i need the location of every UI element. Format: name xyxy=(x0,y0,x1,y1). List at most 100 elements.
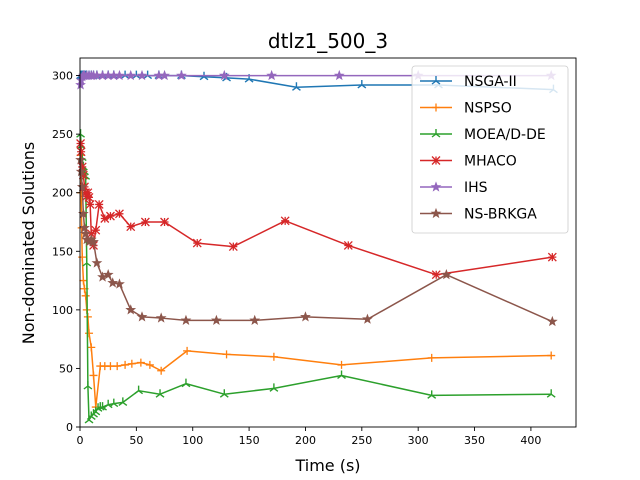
legend: NSGA-II NSPSO MOEA/D-DE MHACO IHS NS-BRKGA xyxy=(411,65,569,234)
data-point-moea-d-de xyxy=(269,383,279,392)
y-tick-label: 100 xyxy=(52,304,73,317)
data-point-ihs xyxy=(333,69,345,81)
data-point-nspso xyxy=(87,343,96,352)
data-point-nspso xyxy=(89,371,98,380)
legend-label-ns-brkga: NS-BRKGA xyxy=(464,207,537,223)
data-point-ns-brkga xyxy=(546,315,558,327)
data-point-mhaco xyxy=(76,139,86,148)
data-point-moea-d-de xyxy=(337,370,346,380)
data-point-nspso xyxy=(85,329,94,338)
data-point-nspso xyxy=(337,360,346,369)
data-point-mhaco xyxy=(105,211,115,221)
data-point-ns-brkga xyxy=(114,278,125,289)
legend-marker-ihs xyxy=(430,181,442,192)
data-point-ns-brkga xyxy=(155,312,167,323)
plot-series xyxy=(75,69,558,424)
data-point-ns-brkga xyxy=(76,181,88,192)
data-point-mhaco xyxy=(160,217,170,227)
data-point-nspso xyxy=(78,253,87,262)
data-point-nsga-ii xyxy=(357,79,367,89)
data-point-nspso xyxy=(427,353,436,362)
x-tick-label: 200 xyxy=(295,434,316,447)
legend-label-nsga-ii: NSGA-II xyxy=(464,74,517,90)
data-point-moea-d-de xyxy=(155,389,165,398)
legend-marker-moea-d-de xyxy=(431,129,441,138)
x-tick-label: 50 xyxy=(129,434,143,447)
data-point-ns-brkga xyxy=(80,228,92,239)
data-point-nspso xyxy=(136,358,145,367)
data-point-moea-d-de xyxy=(134,385,144,395)
data-point-nspso xyxy=(183,346,192,355)
data-point-ns-brkga xyxy=(211,314,222,325)
data-point-mhaco xyxy=(76,147,86,157)
data-point-ihs xyxy=(136,69,148,81)
data-point-ns-brkga xyxy=(88,236,99,247)
data-point-mhaco xyxy=(126,222,136,232)
data-point-mhaco xyxy=(114,209,124,219)
x-tick-label: 400 xyxy=(520,434,541,447)
y-tick-label: 300 xyxy=(52,70,73,83)
legend-marker-mhaco xyxy=(431,156,441,165)
plot-frame xyxy=(79,57,577,428)
data-point-mhaco xyxy=(280,216,290,226)
data-point-mhaco xyxy=(91,225,101,235)
data-point-mhaco xyxy=(83,188,93,198)
data-point-nspso xyxy=(121,360,130,369)
data-point-ns-brkga xyxy=(79,222,90,233)
y-tick-label: 250 xyxy=(52,128,73,141)
data-point-moea-d-de xyxy=(82,258,92,267)
x-tick-label: 350 xyxy=(464,434,485,447)
data-point-nspso xyxy=(157,366,166,375)
data-point-mhaco xyxy=(343,240,353,250)
data-point-moea-d-de xyxy=(219,389,229,398)
legend-marker-nsga-ii xyxy=(431,76,441,85)
x-tick-label: 250 xyxy=(351,434,372,447)
y-tick-label: 0 xyxy=(66,421,73,434)
data-point-nspso xyxy=(81,291,90,300)
data-point-ns-brkga xyxy=(440,269,452,280)
chart-title: dtlz1_500_3 xyxy=(268,29,388,53)
legend-marker-nspso xyxy=(432,103,440,112)
data-point-ihs xyxy=(176,69,187,81)
data-point-moea-d-de xyxy=(83,381,93,390)
data-point-nspso xyxy=(145,360,154,369)
data-point-ihs xyxy=(218,69,230,81)
x-tick-label: 150 xyxy=(239,434,260,447)
legend-label-mhaco: MHACO xyxy=(464,154,517,170)
x-axis-label: Time (s) xyxy=(294,456,360,475)
series-ns-brkga xyxy=(75,154,558,327)
data-point-ns-brkga xyxy=(300,311,311,322)
data-point-ihs xyxy=(266,69,278,81)
series-mhaco xyxy=(76,139,557,280)
data-point-moea-d-de xyxy=(118,397,128,406)
data-point-ns-brkga xyxy=(102,269,114,280)
data-point-mhaco xyxy=(140,217,150,227)
data-point-ns-brkga xyxy=(75,154,86,165)
y-tick-label: 200 xyxy=(52,187,73,200)
x-tick-label: 100 xyxy=(182,434,203,447)
y-tick-label: 50 xyxy=(59,362,73,375)
legend-label-moea-d-de: MOEA/D-DE xyxy=(464,127,546,143)
data-point-mhaco xyxy=(100,214,110,223)
data-point-mhaco xyxy=(84,192,94,202)
data-point-ns-brkga xyxy=(180,314,192,325)
y-tick-label: 150 xyxy=(52,245,73,258)
data-point-mhaco xyxy=(94,199,104,209)
series-ihs xyxy=(75,69,557,90)
data-point-moea-d-de xyxy=(427,390,437,399)
data-point-ihs xyxy=(114,69,125,81)
data-point-nspso xyxy=(547,351,556,360)
data-point-mhaco xyxy=(547,252,557,262)
data-point-mhaco xyxy=(431,270,441,280)
data-point-nsga-ii xyxy=(292,82,301,91)
data-point-ns-brkga xyxy=(91,257,103,268)
data-point-nspso xyxy=(222,350,231,359)
data-point-ns-brkga xyxy=(107,277,119,288)
data-point-ns-brkga xyxy=(136,311,148,322)
data-point-moea-d-de xyxy=(546,389,556,398)
x-tick-label: 0 xyxy=(77,434,84,447)
data-point-mhaco xyxy=(86,229,96,239)
data-point-mhaco xyxy=(228,242,238,252)
data-point-nspso xyxy=(79,276,88,285)
